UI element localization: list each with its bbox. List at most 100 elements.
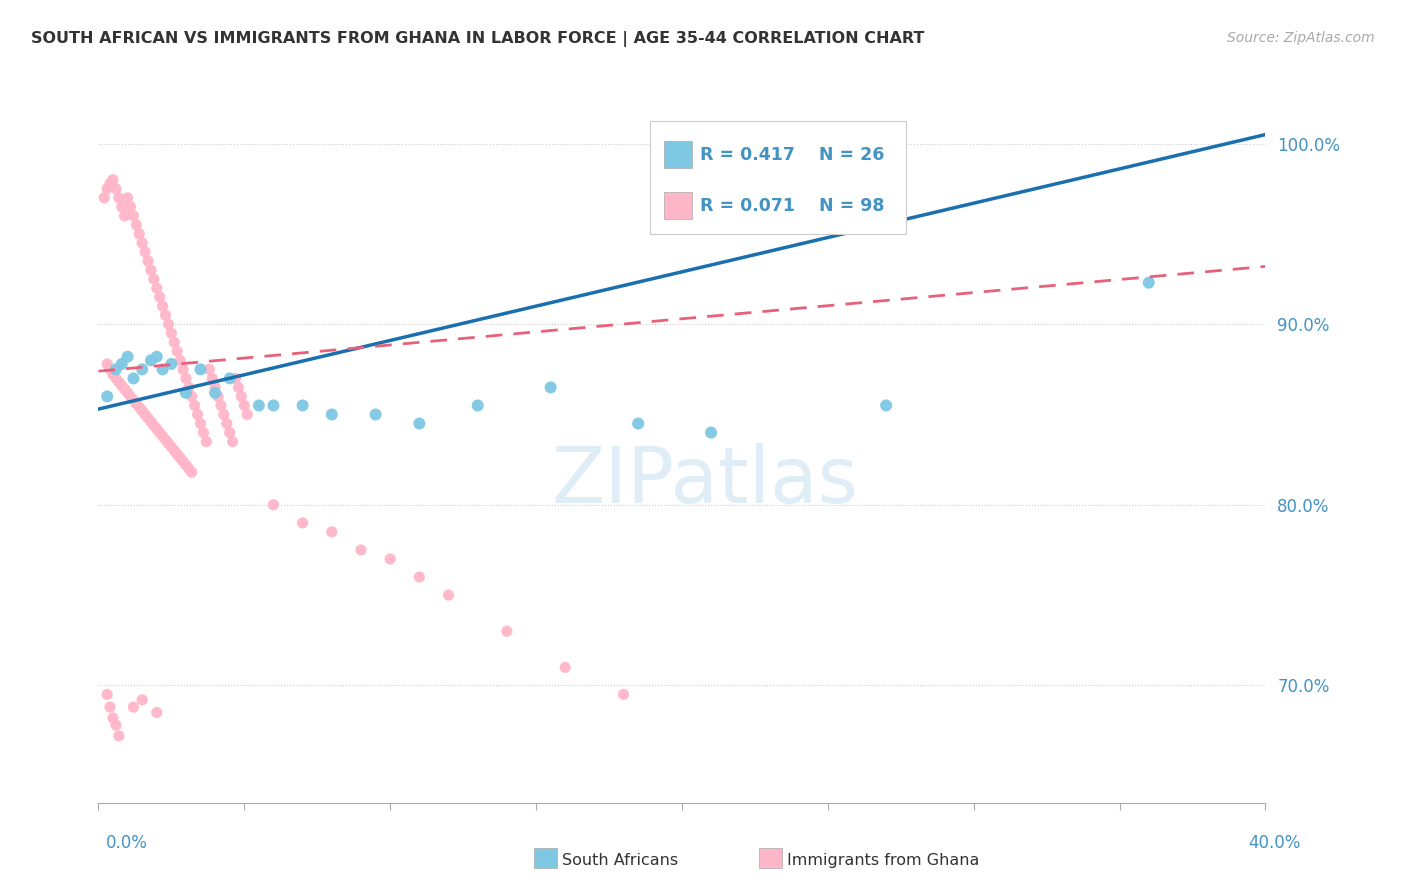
Point (166, 344, 188, 359)
Point (149, 290, 172, 304)
Point (231, 389, 253, 403)
Point (146, 422, 169, 436)
Point (117, 350, 139, 364)
Text: Source: ZipAtlas.com: Source: ZipAtlas.com (1227, 31, 1375, 45)
Point (157, 436, 180, 450)
Point (139, 415, 162, 429)
Point (104, 362, 127, 376)
Point (131, 235, 153, 250)
Point (160, 440, 183, 454)
Point (134, 244, 156, 259)
Point (98, 700, 121, 714)
Point (128, 227, 150, 241)
Point (131, 362, 153, 376)
Point (207, 389, 229, 403)
Point (152, 299, 174, 313)
Point (247, 399, 270, 413)
Point (291, 399, 314, 413)
Point (627, 417, 650, 431)
Point (125, 397, 148, 411)
Point (190, 417, 212, 431)
Point (172, 362, 194, 376)
Point (291, 516, 314, 530)
Point (193, 425, 215, 440)
Point (157, 317, 180, 331)
Point (209, 399, 232, 413)
Point (128, 401, 150, 415)
Point (117, 191, 139, 205)
Point (166, 447, 188, 461)
Point (149, 425, 172, 440)
Point (136, 254, 159, 268)
Point (190, 362, 212, 376)
Point (201, 371, 224, 385)
Point (120, 200, 142, 214)
Point (122, 700, 145, 714)
Point (169, 450, 191, 465)
Point (122, 371, 145, 385)
Point (1137, 276, 1160, 290)
Point (139, 263, 162, 277)
Point (125, 218, 148, 232)
Text: SOUTH AFRICAN VS IMMIGRANTS FROM GHANA IN LABOR FORCE | AGE 35-44 CORRELATION CH: SOUTH AFRICAN VS IMMIGRANTS FROM GHANA I… (31, 31, 924, 47)
Point (93, 191, 115, 205)
Point (111, 378, 134, 392)
Point (96, 688, 118, 702)
Point (380, 552, 402, 566)
Point (101, 711, 124, 725)
Point (114, 382, 136, 396)
Point (104, 371, 127, 385)
Point (122, 209, 145, 223)
Point (142, 272, 165, 286)
Point (101, 368, 124, 382)
Point (187, 408, 209, 422)
Point (204, 385, 226, 400)
Point (163, 335, 186, 350)
Text: 40.0%: 40.0% (1249, 834, 1301, 852)
Point (180, 465, 202, 479)
Point (212, 408, 235, 422)
Point (437, 588, 460, 602)
Point (467, 399, 489, 413)
Point (134, 408, 156, 422)
Point (177, 380, 200, 394)
Point (204, 380, 226, 394)
Point (180, 389, 202, 403)
Point (136, 411, 159, 425)
Point (163, 443, 186, 458)
Point (554, 660, 576, 674)
Point (96, 389, 118, 403)
Point (195, 434, 218, 449)
Point (172, 454, 194, 468)
Point (228, 380, 250, 394)
Point (221, 434, 243, 449)
Point (98, 362, 121, 376)
Text: South Africans: South Africans (562, 854, 679, 868)
Point (101, 172, 124, 186)
Point (177, 461, 200, 475)
Point (225, 371, 247, 385)
Point (875, 399, 897, 413)
Point (111, 357, 134, 371)
Point (111, 200, 134, 214)
Point (146, 350, 169, 364)
Point (198, 362, 221, 376)
Point (408, 570, 430, 584)
Point (174, 458, 197, 472)
Point (218, 371, 240, 385)
Point (104, 182, 127, 196)
Point (321, 408, 343, 422)
Point (364, 408, 387, 422)
Point (496, 624, 519, 639)
Point (117, 385, 139, 400)
Point (160, 357, 183, 371)
Text: Immigrants from Ghana: Immigrants from Ghana (787, 854, 980, 868)
Point (321, 524, 343, 539)
Point (236, 408, 259, 422)
Point (108, 191, 131, 205)
Point (120, 389, 142, 403)
Point (183, 399, 205, 413)
Point (169, 353, 191, 368)
Text: R = 0.417    N = 26: R = 0.417 N = 26 (700, 145, 884, 164)
Point (114, 209, 136, 223)
